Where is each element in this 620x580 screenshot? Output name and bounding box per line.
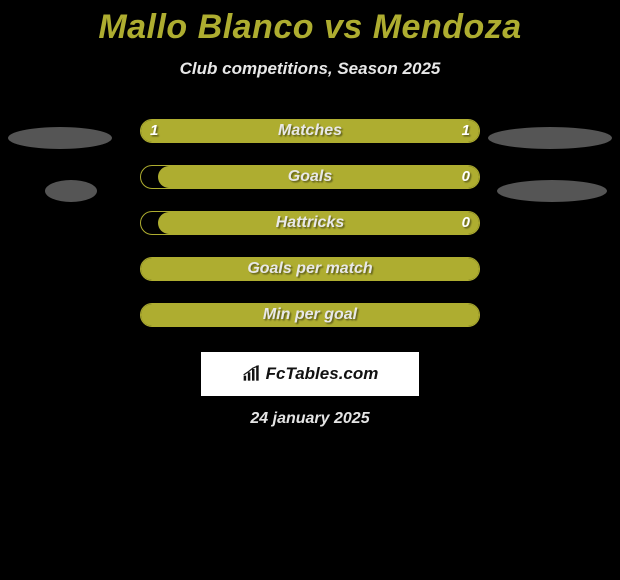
stat-right-value: 0 <box>462 165 470 189</box>
stat-label: Goals <box>140 165 480 189</box>
stat-right-value: 0 <box>462 211 470 235</box>
stat-label: Matches <box>140 119 480 143</box>
stat-label: Goals per match <box>140 257 480 281</box>
stat-right-value: 1 <box>462 119 470 143</box>
stat-label: Min per goal <box>140 303 480 327</box>
stat-left-value: 1 <box>150 119 158 143</box>
comparison-infographic: Mallo Blanco vs Mendoza Club competition… <box>0 0 620 580</box>
logo-text: FcTables.com <box>266 364 379 384</box>
logo-box: FcTables.com <box>201 352 419 396</box>
stat-row: Min per goal <box>0 303 620 329</box>
stat-row: Goals per match <box>0 257 620 283</box>
page-subtitle: Club competitions, Season 2025 <box>0 59 620 79</box>
comparison-bars: Matches11Goals0Hattricks0Goals per match… <box>0 119 620 329</box>
stat-row: Matches1 1 <box>0 119 620 145</box>
page-title: Mallo Blanco vs Mendoza <box>0 0 620 47</box>
stat-row: Goals0 <box>0 165 620 191</box>
logo: FcTables.com <box>242 364 379 384</box>
stat-row: Hattricks0 <box>0 211 620 237</box>
stat-label: Hattricks <box>140 211 480 235</box>
barchart-icon <box>242 365 262 383</box>
date-text: 24 january 2025 <box>0 410 620 428</box>
